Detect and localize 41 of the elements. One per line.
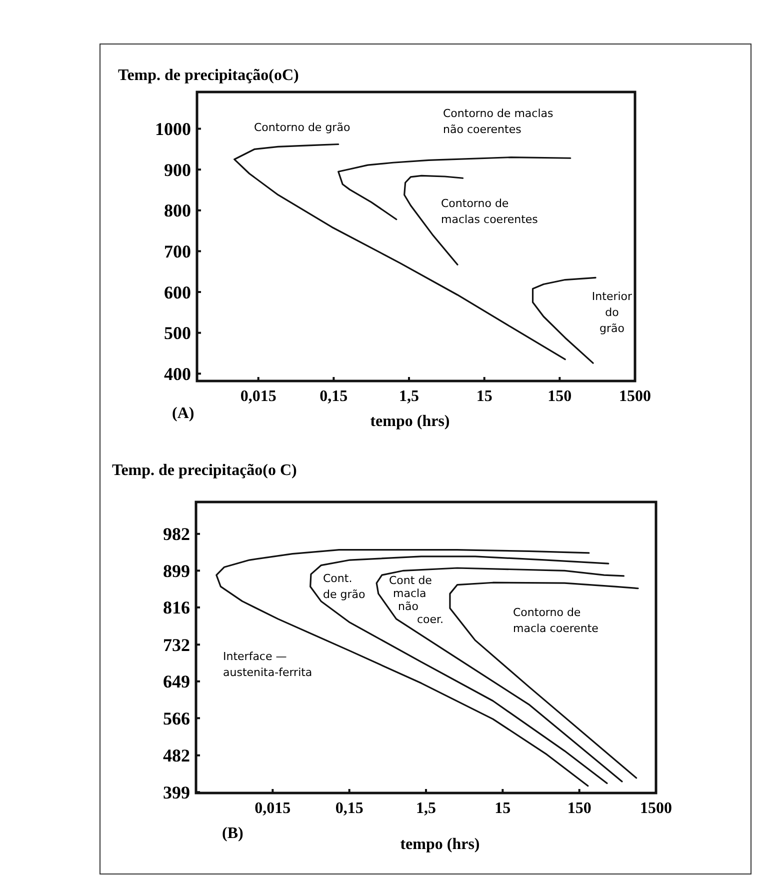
y-tick-label: 399 xyxy=(163,782,190,802)
y-tick-label: 900 xyxy=(164,160,191,180)
annotation: Contorno de macla coerente xyxy=(513,606,599,635)
y-tick-label: 816 xyxy=(163,598,190,618)
y-tick-label: 649 xyxy=(163,672,190,692)
x-tick-label: 0,015 xyxy=(254,800,291,817)
x-axis-title: tempo (hrs) xyxy=(370,413,450,430)
x-tick-label: 1,5 xyxy=(399,388,420,405)
x-tick-label: 0,015 xyxy=(240,388,276,405)
text: (B) xyxy=(222,825,244,842)
y-tick-label: 566 xyxy=(163,708,190,728)
annotation: Interior do grão xyxy=(592,290,633,335)
annotation: Interface — austenita-ferrita xyxy=(223,650,312,679)
y-tick-label: 600 xyxy=(164,282,191,302)
y-tick-label: 1000 xyxy=(155,119,191,140)
text: (A) xyxy=(172,405,194,422)
y-tick-label: 800 xyxy=(164,200,191,221)
y-tick-label: 400 xyxy=(164,364,191,384)
annotation: Cont. de grão xyxy=(323,572,366,601)
x-axis-title: tempo (hrs) xyxy=(400,836,480,853)
y-tick-label: 899 xyxy=(163,560,190,581)
x-tick-label: 1500 xyxy=(619,388,651,405)
y-axis-title: Temp. de precipitação(oC) xyxy=(118,67,299,84)
x-tick-label: 1500 xyxy=(640,800,672,817)
y-tick-label: 482 xyxy=(163,746,190,766)
annotation: Contorno de grão xyxy=(254,121,350,134)
y-tick-label: 982 xyxy=(163,524,190,544)
annotation: Contorno de maclas não coerentes xyxy=(443,107,554,136)
annotation: Contorno de maclas coerentes xyxy=(441,197,538,226)
y-tick-label: 500 xyxy=(164,323,191,344)
x-tick-label: 15 xyxy=(476,388,492,405)
x-tick-label: 0,15 xyxy=(335,800,364,817)
x-tick-label: 0,15 xyxy=(320,388,348,405)
x-tick-label: 1,5 xyxy=(416,800,436,817)
x-tick-label: 150 xyxy=(548,388,572,405)
y-axis-title: Temp. de precipitação(o C) xyxy=(112,462,297,479)
x-tick-label: 15 xyxy=(494,800,511,817)
y-tick-label: 700 xyxy=(164,241,191,262)
y-tick-label: 732 xyxy=(163,634,190,655)
annotation: Cont de macla não coer. xyxy=(389,574,444,626)
x-tick-label: 150 xyxy=(567,800,592,817)
